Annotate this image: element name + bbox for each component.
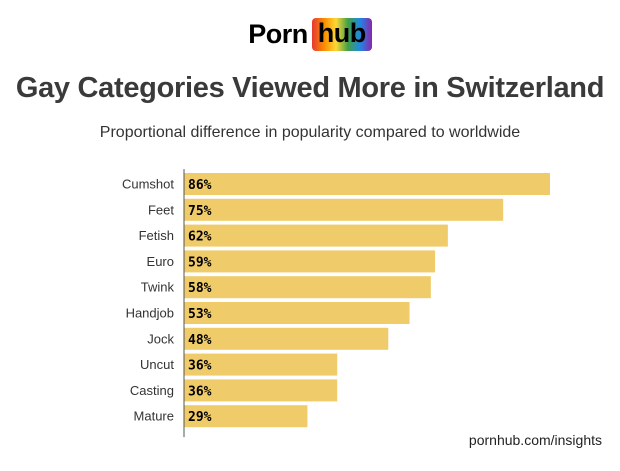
logo: Porn hub xyxy=(0,18,620,51)
logo-right-text: hub xyxy=(311,18,372,51)
category-label: Mature xyxy=(134,409,174,424)
value-label: 62% xyxy=(188,230,212,245)
bar-jock xyxy=(184,327,389,350)
bar-uncut xyxy=(184,353,338,376)
category-label: Handjob xyxy=(126,306,174,321)
value-label: 48% xyxy=(188,333,212,348)
chart-title: Gay Categories Viewed More in Switzerlan… xyxy=(15,72,605,104)
value-label: 36% xyxy=(188,359,212,374)
category-label: Jock xyxy=(147,331,174,346)
value-label: 58% xyxy=(188,281,212,296)
value-label: 36% xyxy=(188,384,212,399)
bar-twink xyxy=(184,276,431,299)
bar-cumshot xyxy=(184,173,550,195)
category-label: Feet xyxy=(148,202,174,217)
category-label: Casting xyxy=(130,383,174,398)
bar-fetish xyxy=(184,224,448,247)
category-label: Euro xyxy=(147,254,174,269)
value-label: 75% xyxy=(188,204,212,219)
bar-euro xyxy=(184,250,436,273)
logo-wordmark: Porn hub xyxy=(248,18,372,51)
logo-left-text: Porn xyxy=(248,19,308,49)
category-label: Fetish xyxy=(139,228,174,243)
bar-handjob xyxy=(184,302,410,324)
category-label: Cumshot xyxy=(122,177,174,192)
bar-mature xyxy=(184,405,308,428)
value-label: 59% xyxy=(188,255,212,270)
value-label: 29% xyxy=(188,410,212,425)
value-label: 53% xyxy=(188,307,212,322)
source-footer: pornhub.com/insights xyxy=(468,432,602,448)
bar-feet xyxy=(184,198,504,221)
chart-subtitle: Proportional difference in popularity co… xyxy=(99,124,521,141)
bar-casting xyxy=(184,379,338,402)
category-label: Twink xyxy=(141,280,175,295)
category-label: Uncut xyxy=(140,357,174,372)
value-label: 86% xyxy=(188,178,212,193)
